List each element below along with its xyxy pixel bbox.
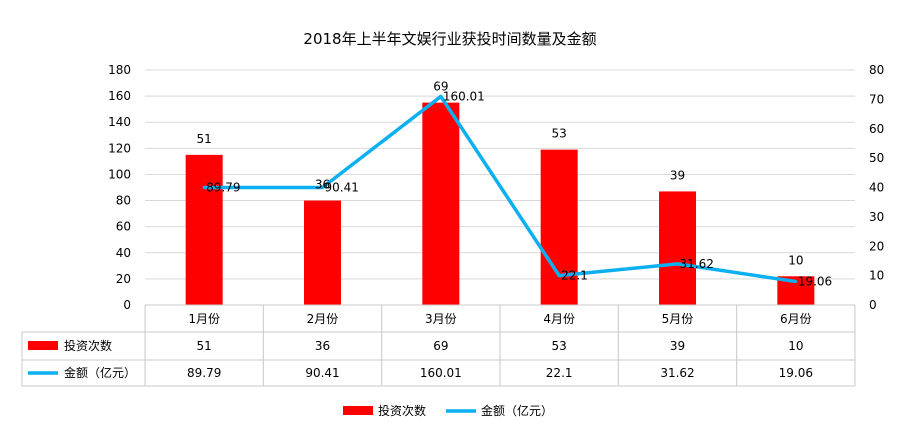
y-right-tick-label: 10 bbox=[869, 269, 884, 283]
data-labels: 51 36 69 53 39 10 89.79 90.41 160.01 22.1 31.62 19.… bbox=[197, 80, 833, 289]
bar-value-label: 53 bbox=[552, 127, 567, 141]
legend-label: 金额（亿元） bbox=[481, 403, 553, 418]
bar-value-label: 51 bbox=[197, 132, 212, 146]
y-left-tick-label: 0 bbox=[123, 298, 131, 312]
y-right-tick-label: 0 bbox=[869, 298, 877, 312]
x-tick-label: 1月份 bbox=[188, 312, 220, 326]
bar-series bbox=[185, 102, 815, 305]
y-left-tick-label: 180 bbox=[108, 63, 131, 77]
table-row-header: 金额（亿元） bbox=[64, 365, 136, 380]
bar bbox=[659, 191, 696, 305]
x-tick-label: 3月份 bbox=[425, 312, 457, 326]
line-value-label: 19.06 bbox=[798, 275, 832, 289]
line-point bbox=[676, 262, 679, 266]
x-tick-label: 2月份 bbox=[307, 312, 339, 326]
line-value-label: 22.1 bbox=[561, 269, 588, 283]
y-right-tick-label: 40 bbox=[869, 181, 884, 195]
bar-value-label: 39 bbox=[670, 168, 685, 182]
y-right-tick-label: 20 bbox=[869, 239, 884, 253]
y-left-tick-label: 80 bbox=[116, 194, 131, 208]
y-right-tick-label: 50 bbox=[869, 151, 884, 165]
line-value-label: 31.62 bbox=[680, 257, 714, 271]
y-left-tick-label: 160 bbox=[108, 89, 131, 103]
bar bbox=[185, 154, 223, 305]
bar bbox=[540, 149, 578, 305]
x-tick-label: 6月份 bbox=[780, 312, 812, 326]
y-axis-left: 0 20 40 60 80 100 120 140 160 180 bbox=[108, 63, 131, 312]
table-cell: 89.79 bbox=[187, 366, 221, 380]
table-legend-key-bar bbox=[28, 341, 58, 350]
grid-lines bbox=[145, 69, 855, 306]
table-cell: 10 bbox=[788, 339, 803, 353]
x-tick-label: 5月份 bbox=[662, 312, 694, 326]
bar-value-label: 36 bbox=[315, 178, 330, 192]
y-left-tick-label: 20 bbox=[116, 272, 131, 286]
y-right-tick-label: 60 bbox=[869, 122, 884, 136]
line-value-label: 90.41 bbox=[325, 181, 359, 195]
y-left-tick-label: 100 bbox=[108, 167, 131, 181]
line-point bbox=[321, 186, 324, 189]
legend: 投资次数 金额（亿元） bbox=[343, 403, 553, 418]
line-point bbox=[794, 280, 798, 283]
table-cell: 22.1 bbox=[546, 366, 573, 380]
y-left-tick-label: 120 bbox=[108, 141, 131, 155]
table-cell: 51 bbox=[197, 339, 212, 353]
y-right-tick-label: 80 bbox=[869, 63, 884, 77]
y-left-tick-label: 40 bbox=[116, 246, 131, 260]
line-point bbox=[202, 186, 206, 189]
table-cell: 31.62 bbox=[660, 366, 694, 380]
legend-key-bar bbox=[343, 406, 373, 415]
y-axis-right: 0 10 20 30 40 50 60 70 80 bbox=[869, 63, 884, 312]
line-point bbox=[557, 274, 561, 278]
table-cell: 39 bbox=[670, 339, 685, 353]
bar bbox=[304, 200, 341, 305]
table-row-header: 投资次数 bbox=[64, 338, 112, 353]
line-series bbox=[202, 94, 798, 284]
table-cell: 160.01 bbox=[420, 366, 462, 380]
y-right-tick-label: 30 bbox=[869, 210, 884, 224]
line-value-label: 89.79 bbox=[206, 181, 240, 195]
bar bbox=[422, 102, 460, 305]
table-cell: 53 bbox=[552, 339, 567, 353]
table-cell: 36 bbox=[315, 339, 330, 353]
y-right-tick-label: 70 bbox=[869, 92, 884, 106]
table-cell: 19.06 bbox=[779, 366, 813, 380]
table-cell: 69 bbox=[433, 339, 448, 353]
bar-value-label: 69 bbox=[433, 80, 448, 94]
bar-value-label: 10 bbox=[788, 253, 803, 267]
y-left-tick-label: 140 bbox=[108, 115, 131, 129]
y-left-tick-label: 60 bbox=[116, 220, 131, 234]
line-value-label: 160.01 bbox=[443, 89, 485, 103]
chart-title: 2018年上半年文娱行业获投时间数量及金额 bbox=[303, 30, 596, 48]
table-cell: 90.41 bbox=[305, 366, 339, 380]
line-point bbox=[439, 94, 443, 98]
legend-label: 投资次数 bbox=[378, 403, 426, 418]
x-tick-label: 4月份 bbox=[543, 312, 575, 326]
line-path bbox=[204, 94, 797, 284]
